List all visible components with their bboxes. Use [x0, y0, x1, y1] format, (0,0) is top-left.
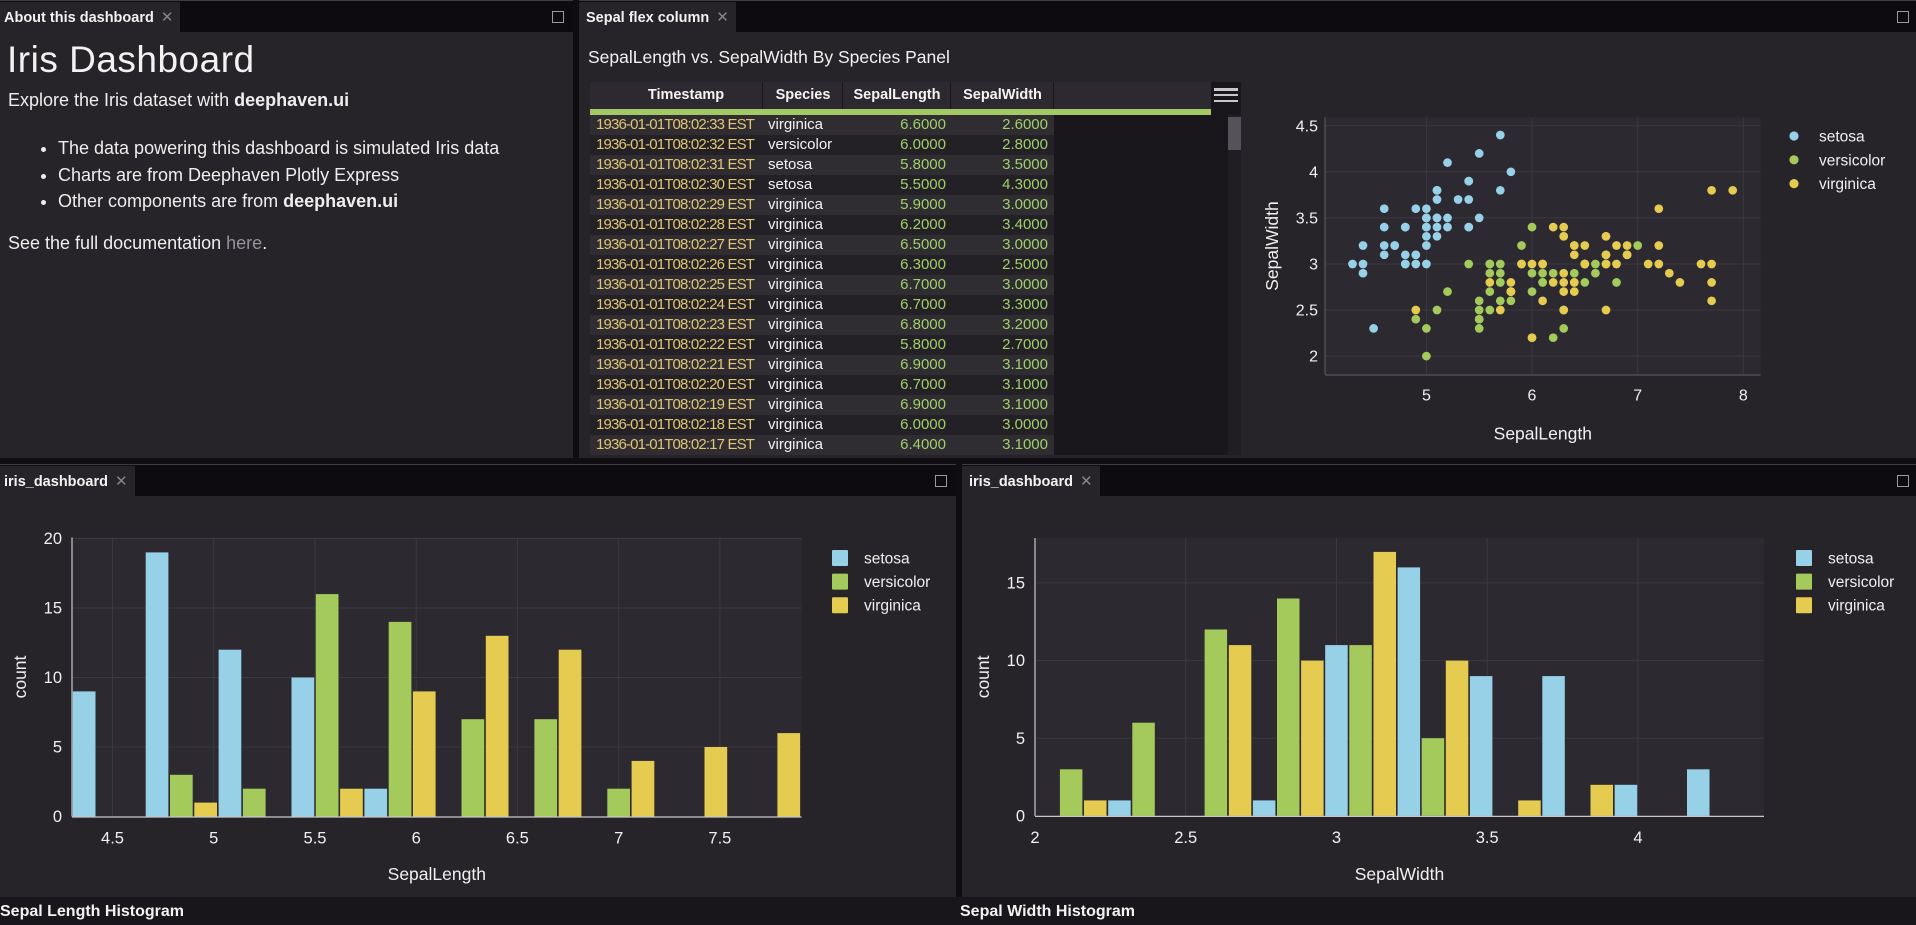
- svg-text:3.5: 3.5: [1476, 829, 1499, 847]
- svg-text:3: 3: [1309, 257, 1318, 274]
- svg-text:SepalWidth: SepalWidth: [1262, 201, 1282, 291]
- svg-text:setosa: setosa: [1819, 129, 1865, 146]
- svg-text:7: 7: [614, 830, 623, 848]
- svg-text:2.5: 2.5: [1296, 303, 1318, 320]
- svg-text:7.5: 7.5: [708, 830, 731, 848]
- svg-text:5: 5: [1422, 388, 1431, 405]
- svg-text:2: 2: [1309, 349, 1318, 366]
- svg-text:2.5: 2.5: [1174, 829, 1197, 847]
- svg-text:6: 6: [1528, 388, 1537, 405]
- svg-text:20: 20: [44, 530, 62, 548]
- svg-text:setosa: setosa: [864, 551, 910, 568]
- svg-text:versicolor: versicolor: [864, 574, 930, 591]
- svg-text:virginica: virginica: [1819, 176, 1876, 193]
- svg-text:5: 5: [1016, 730, 1025, 748]
- svg-text:3: 3: [1332, 829, 1341, 847]
- svg-text:SepalLength: SepalLength: [388, 864, 486, 884]
- svg-text:15: 15: [44, 600, 62, 618]
- svg-text:10: 10: [1007, 652, 1025, 670]
- svg-text:4.5: 4.5: [1296, 118, 1318, 135]
- svg-text:5: 5: [53, 739, 62, 757]
- svg-text:virginica: virginica: [1828, 598, 1885, 615]
- svg-text:4: 4: [1633, 829, 1642, 847]
- svg-text:8: 8: [1739, 388, 1748, 405]
- svg-text:count: count: [973, 655, 993, 698]
- svg-text:virginica: virginica: [864, 598, 921, 615]
- svg-text:5: 5: [209, 830, 218, 848]
- svg-text:6: 6: [412, 830, 421, 848]
- svg-text:count: count: [10, 655, 30, 698]
- svg-text:3.5: 3.5: [1296, 210, 1318, 227]
- svg-text:versicolor: versicolor: [1828, 574, 1894, 591]
- svg-text:setosa: setosa: [1828, 551, 1874, 568]
- svg-text:4.5: 4.5: [101, 830, 124, 848]
- svg-text:0: 0: [1016, 807, 1025, 825]
- svg-text:SepalWidth: SepalWidth: [1355, 864, 1445, 884]
- svg-text:15: 15: [1007, 574, 1025, 592]
- svg-text:versicolor: versicolor: [1819, 152, 1885, 169]
- svg-text:5.5: 5.5: [304, 830, 327, 848]
- svg-text:0: 0: [53, 808, 62, 826]
- svg-text:2: 2: [1030, 829, 1039, 847]
- svg-text:SepalLength: SepalLength: [1494, 424, 1592, 444]
- svg-text:7: 7: [1633, 388, 1642, 405]
- svg-text:4: 4: [1309, 164, 1318, 181]
- svg-text:10: 10: [44, 669, 62, 687]
- svg-text:6.5: 6.5: [506, 830, 529, 848]
